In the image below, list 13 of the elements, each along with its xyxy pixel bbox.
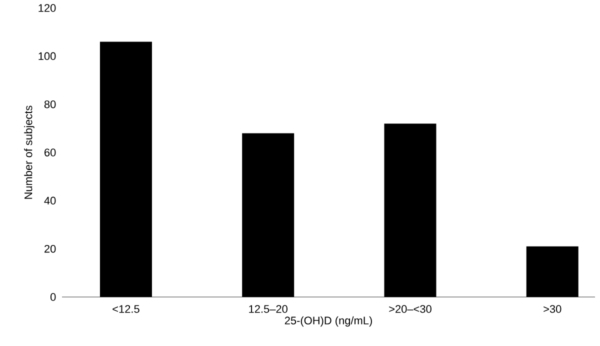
y-tick-label: 120 [38, 4, 56, 12]
x-axis-title: 25-(OH)D (ng/mL) [284, 316, 372, 327]
x-tick-label: 12.5–20 [249, 305, 288, 313]
y-tick-label: 80 [44, 100, 56, 108]
y-tick-label: 60 [44, 148, 56, 156]
x-tick-label: >20–<30 [389, 305, 432, 313]
y-tick-label: 0 [50, 293, 56, 301]
x-tick-label: >30 [544, 305, 562, 313]
x-tick-label: <12.5 [112, 305, 140, 313]
y-tick-label: 100 [38, 52, 56, 60]
y-axis-title: Number of subjects [24, 106, 34, 199]
y-tick-label: 20 [44, 244, 56, 253]
y-tick-label: 40 [44, 196, 56, 205]
